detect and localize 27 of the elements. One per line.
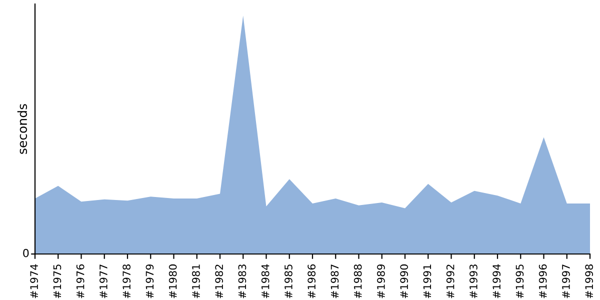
text: 0 (23, 248, 29, 258)
x-tick-label: #1974 (30, 264, 38, 298)
x-tick-label: #1979 (146, 264, 154, 298)
x-tick-label: #1981 (192, 264, 200, 298)
x-tick-label: #1985 (284, 264, 292, 298)
x-tick-label: #1993 (470, 264, 478, 298)
x-tick-label: #1998 (585, 264, 594, 298)
x-tick-label: #1989 (377, 264, 385, 298)
x-tick-label: #1990 (400, 264, 408, 298)
x-tick-label: #1992 (446, 264, 454, 298)
x-tick-label: #1995 (516, 264, 524, 298)
x-tick-label: #1997 (562, 264, 570, 298)
x-tick-label: #1984 (261, 264, 270, 298)
x-tick-label: #1986 (308, 264, 316, 298)
x-tick-label: #1976 (76, 264, 84, 298)
x-tick-label: #1983 (238, 264, 246, 298)
x-tick-label: #1977 (100, 264, 108, 298)
x-tick-label: #1994 (492, 264, 501, 298)
x-tick-label: #1978 (122, 264, 131, 298)
x-tick-label: #1982 (215, 264, 224, 298)
x-tick-label: #1975 (53, 264, 62, 298)
x-tick-label: #1988 (354, 264, 362, 298)
x-tick-label: #1996 (538, 264, 547, 298)
y-axis-title: seconds (17, 104, 28, 154)
x-tick-label: #1980 (168, 264, 177, 298)
x-tick-label: #1987 (330, 264, 339, 298)
x-tick-label: #1991 (423, 264, 432, 298)
